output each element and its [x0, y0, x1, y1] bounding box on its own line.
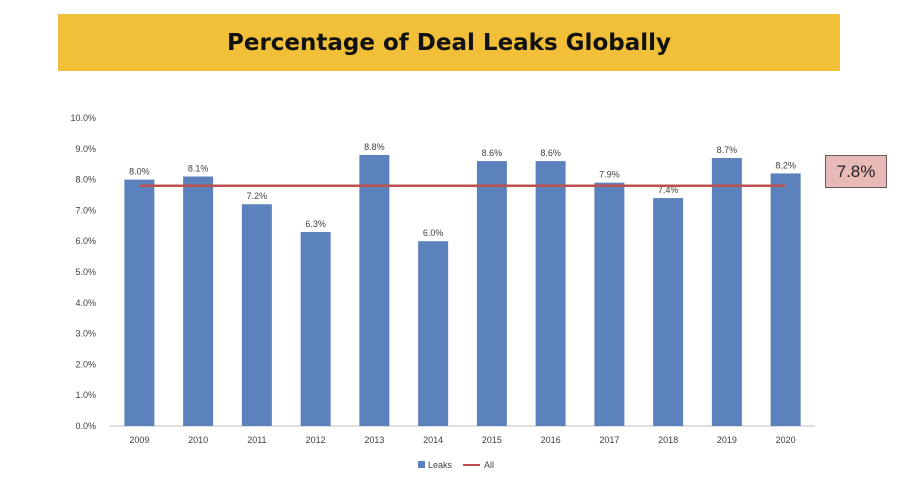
y-tick-label: 10.0%: [70, 113, 96, 123]
y-tick-label: 1.0%: [75, 390, 96, 400]
data-label: 8.7%: [717, 145, 738, 155]
data-label: 7.2%: [247, 191, 268, 201]
bar: [241, 204, 272, 426]
x-tick-label: 2010: [188, 435, 208, 445]
data-label: 8.2%: [775, 160, 796, 170]
bar: [535, 161, 566, 426]
x-tick-label: 2017: [599, 435, 619, 445]
data-labels-group: 8.0% 8.1% 7.2% 6.3% 8.8% 6.0% 8.6% 8.6% 7.9% 7.4%…: [129, 142, 796, 238]
x-tick-label: 2014: [423, 435, 443, 445]
bar: [594, 182, 625, 426]
x-tick-label: 2012: [306, 435, 326, 445]
bar: [300, 231, 331, 426]
x-axis: 2009 2010 2011 2012 2013 2014 2015 2016 2017 2018…: [129, 435, 795, 445]
y-tick-label: 6.0%: [75, 236, 96, 246]
average-callout: 7.8%: [825, 155, 887, 188]
y-tick-label: 0.0%: [75, 421, 96, 431]
data-label: 8.6%: [482, 148, 503, 158]
bars-group: [124, 154, 801, 427]
legend-label-leaks: Leaks: [428, 460, 453, 470]
data-label: 6.3%: [305, 219, 326, 229]
title-banner: Percentage of Deal Leaks Globally: [58, 14, 840, 71]
y-tick-label: 8.0%: [75, 175, 96, 185]
data-label: 8.8%: [364, 142, 385, 152]
average-callout-value: 7.8%: [836, 161, 876, 181]
x-tick-label: 2020: [776, 435, 796, 445]
chart-title: Percentage of Deal Leaks Globally: [227, 29, 671, 56]
y-axis: 0.0% 1.0% 2.0% 3.0% 4.0% 5.0% 6.0% 7.0% 8.0% 9.0%…: [70, 113, 96, 431]
bar: [770, 173, 801, 426]
legend-swatch-leaks: [418, 461, 425, 468]
y-tick-label: 4.0%: [75, 298, 96, 308]
bar: [653, 198, 684, 426]
y-tick-label: 2.0%: [75, 359, 96, 369]
x-tick-label: 2015: [482, 435, 502, 445]
y-tick-label: 7.0%: [75, 205, 96, 215]
data-label: 6.0%: [423, 228, 444, 238]
x-tick-label: 2011: [247, 435, 266, 445]
y-tick-label: 3.0%: [75, 329, 96, 339]
legend-label-all: All: [484, 460, 494, 470]
x-tick-label: 2013: [364, 435, 384, 445]
data-label: 8.0%: [129, 167, 150, 177]
data-label: 7.9%: [599, 170, 620, 180]
bar: [476, 161, 507, 426]
x-tick-label: 2018: [658, 435, 678, 445]
bar: [359, 154, 390, 426]
bar: [418, 241, 449, 426]
data-label: 8.1%: [188, 164, 209, 174]
x-tick-label: 2009: [129, 435, 149, 445]
x-tick-label: 2019: [717, 435, 737, 445]
legend: Leaks All: [418, 460, 494, 470]
x-tick-label: 2016: [541, 435, 561, 445]
bar: [711, 158, 742, 427]
data-label: 8.6%: [540, 148, 561, 158]
y-tick-label: 5.0%: [75, 267, 96, 277]
bar: [183, 176, 214, 426]
data-label: 7.4%: [658, 185, 679, 195]
bar: [124, 179, 155, 426]
y-tick-label: 9.0%: [75, 144, 96, 154]
